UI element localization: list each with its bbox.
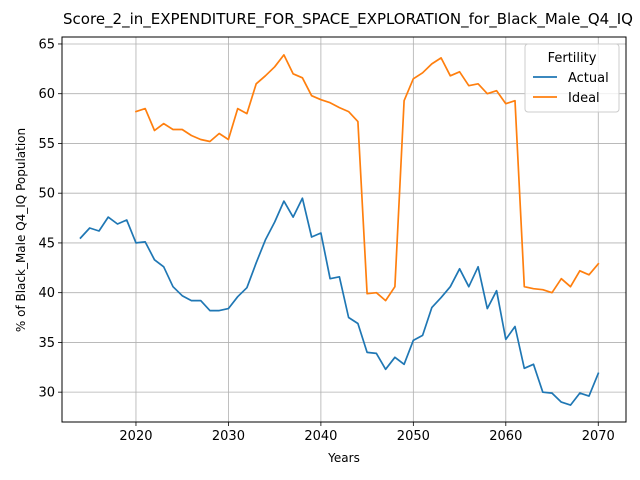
y-tick-label: 35 [38,336,55,351]
plot-frame [61,36,627,423]
y-tick-label: 40 [38,286,55,301]
legend: Fertility Actual Ideal [524,43,620,113]
x-axis-ticks: 2020 2030 2040 2050 2060 2070 [119,422,615,444]
series-lines [79,54,600,406]
y-tick-label: 45 [38,236,55,251]
y-tick-label: 55 [38,137,55,152]
y-tick-label: 50 [38,187,55,202]
x-tick-label: 2040 [304,429,337,444]
y-tick-label: 60 [38,87,55,102]
x-tick-label: 2020 [119,429,152,444]
series-line-actual [79,197,600,406]
x-tick-label: 2030 [212,429,245,444]
legend-label-actual: Actual [568,71,609,86]
x-tick-label: 2070 [582,429,615,444]
legend-label-ideal: Ideal [568,91,600,106]
chart-title: Score_2_in_EXPENDITURE_FOR_SPACE_EXPLORA… [63,10,633,29]
x-tick-label: 2060 [489,429,522,444]
y-axis-ticks: 30 35 40 45 50 55 60 65 [38,37,62,401]
legend-title: Fertility [548,51,597,66]
y-axis-label: % of Black_Male Q4_IQ Population [14,128,28,332]
y-tick-label: 30 [38,386,55,401]
series-line-ideal [134,54,600,302]
x-tick-label: 2050 [397,429,430,444]
legend-box [524,43,620,113]
x-axis-label: Years [327,451,360,465]
y-tick-label: 65 [38,37,55,52]
